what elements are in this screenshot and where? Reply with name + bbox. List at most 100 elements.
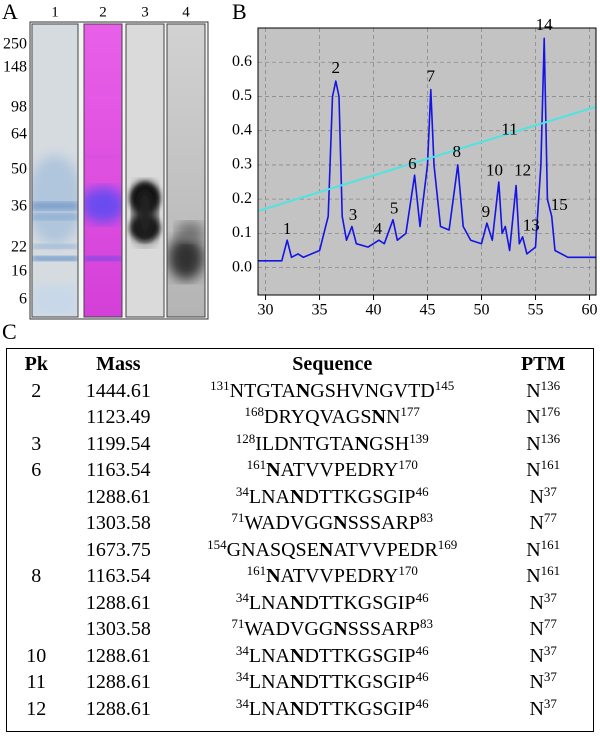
mass: 1288.61 [85, 697, 151, 720]
peak-number: 3 [31, 432, 42, 455]
sequence-part: LNA [248, 671, 290, 693]
cell: 1288.61 [66, 590, 171, 617]
cell: 6 [7, 457, 66, 484]
cell: 161NATVVPEDRY170 [171, 457, 493, 484]
cell: 12 [7, 696, 66, 723]
ptm-residue: N [529, 591, 544, 614]
cell: N161 [493, 537, 593, 564]
sequence-part: DTTKGSGIP [304, 697, 416, 720]
sequence-part: DTTKGSGIP [304, 485, 416, 508]
cell: 8 [7, 563, 66, 590]
ptm-residue: N [529, 697, 544, 720]
end-residue: 46 [415, 669, 429, 684]
cell: 1288.61 [66, 484, 171, 511]
start-residue: 34 [235, 589, 249, 605]
start-residue: 161 [246, 563, 267, 578]
marker-label: 64 [11, 126, 27, 143]
sequence-part: GSHVNGVTD [310, 379, 435, 402]
peak-label: 14 [536, 15, 554, 34]
table-row: 1288.61 34LNANDTTKGSGIP46 N37 [7, 484, 593, 511]
glycosite: N [354, 432, 370, 455]
x-tick-label: 55 [528, 302, 544, 319]
column-header: Mass [96, 353, 141, 375]
peak-label: 3 [349, 205, 358, 224]
cell: 1163.54 [66, 563, 171, 590]
cell: N37 [493, 669, 593, 696]
ptm-site: 37 [543, 589, 557, 605]
cell [7, 404, 66, 431]
peptide-table: Pk Mass Sequence PTM 2 1444.61 131NTGTANGSHVN… [7, 349, 593, 722]
ptm-residue: N [529, 671, 544, 693]
end-residue: 83 [420, 510, 434, 525]
end-residue: 169 [437, 536, 458, 552]
cell: 3 [7, 431, 66, 458]
table: Pk Mass Sequence PTM 2 1444.61 131NTGTANGSHVN… [6, 348, 594, 732]
mass: 1288.61 [85, 591, 151, 614]
cell: N77 [493, 616, 593, 643]
peak-label: 5 [390, 198, 399, 217]
cell: N37 [493, 484, 593, 511]
sequence-part: WADVGG [244, 512, 334, 534]
mass: 1163.54 [86, 459, 151, 481]
cell: 1163.54 [66, 457, 171, 484]
cell: 34LNANDTTKGSGIP46 [171, 590, 493, 617]
cell: 1303.58 [66, 616, 171, 643]
x-tick-label: 35 [312, 302, 328, 319]
cell: 128ILDNTGTANGSH139 [171, 431, 493, 458]
sequence-part: DTTKGSGIP [304, 671, 416, 693]
sequence-part: ATVVPEDR [333, 538, 438, 561]
cell: N161 [493, 563, 593, 590]
cell: 1303.58 [66, 510, 171, 537]
glycosite: N [266, 459, 281, 481]
cell [7, 510, 66, 537]
column-header: Pk [24, 353, 48, 375]
start-residue: 131 [210, 377, 230, 393]
ptm-site: 77 [543, 510, 557, 525]
sequence-part: LNA [248, 485, 290, 508]
cell [7, 537, 66, 564]
table-row: 1288.61 34LNANDTTKGSGIP46 N37 [7, 590, 593, 617]
ptm-site: 161 [540, 563, 561, 578]
header-row: Pk Mass Sequence PTM [7, 349, 593, 378]
plot-frame [257, 27, 597, 296]
marker-label: 22 [11, 239, 27, 256]
marker-label: 148 [3, 59, 27, 76]
cell: N161 [493, 457, 593, 484]
ptm-residue: N [526, 379, 541, 402]
cell: 71WADVGGNSSSARP83 [171, 510, 493, 537]
end-residue: 177 [400, 404, 420, 419]
table-row: 2 1444.61 131NTGTANGSHVNGVTD145 N136 [7, 378, 593, 405]
glycosite: N [333, 512, 348, 534]
mass: 1303.58 [85, 618, 151, 640]
cell: N136 [493, 431, 593, 458]
peak-number: 10 [26, 644, 47, 667]
cell: 1199.54 [66, 431, 171, 458]
ptm-site: 161 [540, 536, 561, 552]
mass: 1444.61 [85, 379, 151, 402]
lane-label: 2 [99, 4, 107, 20]
sequence-part: NTGTA [229, 379, 296, 402]
glycosite: N [289, 644, 305, 667]
mass: 1288.61 [85, 485, 151, 508]
figure: A B C [2, 0, 598, 340]
cell [7, 484, 66, 511]
cell: 161NATVVPEDRY170 [171, 563, 493, 590]
end-residue: 145 [434, 377, 455, 393]
ptm-residue: N [526, 565, 541, 587]
cell: 168DRYQVAGSNN177 [171, 404, 493, 431]
glycosite: N [371, 406, 386, 428]
ptm-residue: N [529, 512, 544, 534]
glycosite: N [318, 538, 334, 561]
table-row: 1673.75 154GNASQSENATVVPEDR169 N161 [7, 537, 593, 564]
ptm-residue: N [526, 406, 541, 428]
panel-label: B [232, 0, 247, 24]
ptm-site: 37 [543, 642, 557, 658]
cell: 71WADVGGNSSSARP83 [171, 616, 493, 643]
peak-label: 4 [374, 219, 383, 238]
peak-label: 10 [486, 161, 503, 180]
y-tick-label: 0.4 [232, 121, 252, 138]
mass: 1199.54 [86, 432, 151, 455]
ptm-residue: N [529, 644, 544, 667]
end-residue: 46 [415, 483, 429, 499]
